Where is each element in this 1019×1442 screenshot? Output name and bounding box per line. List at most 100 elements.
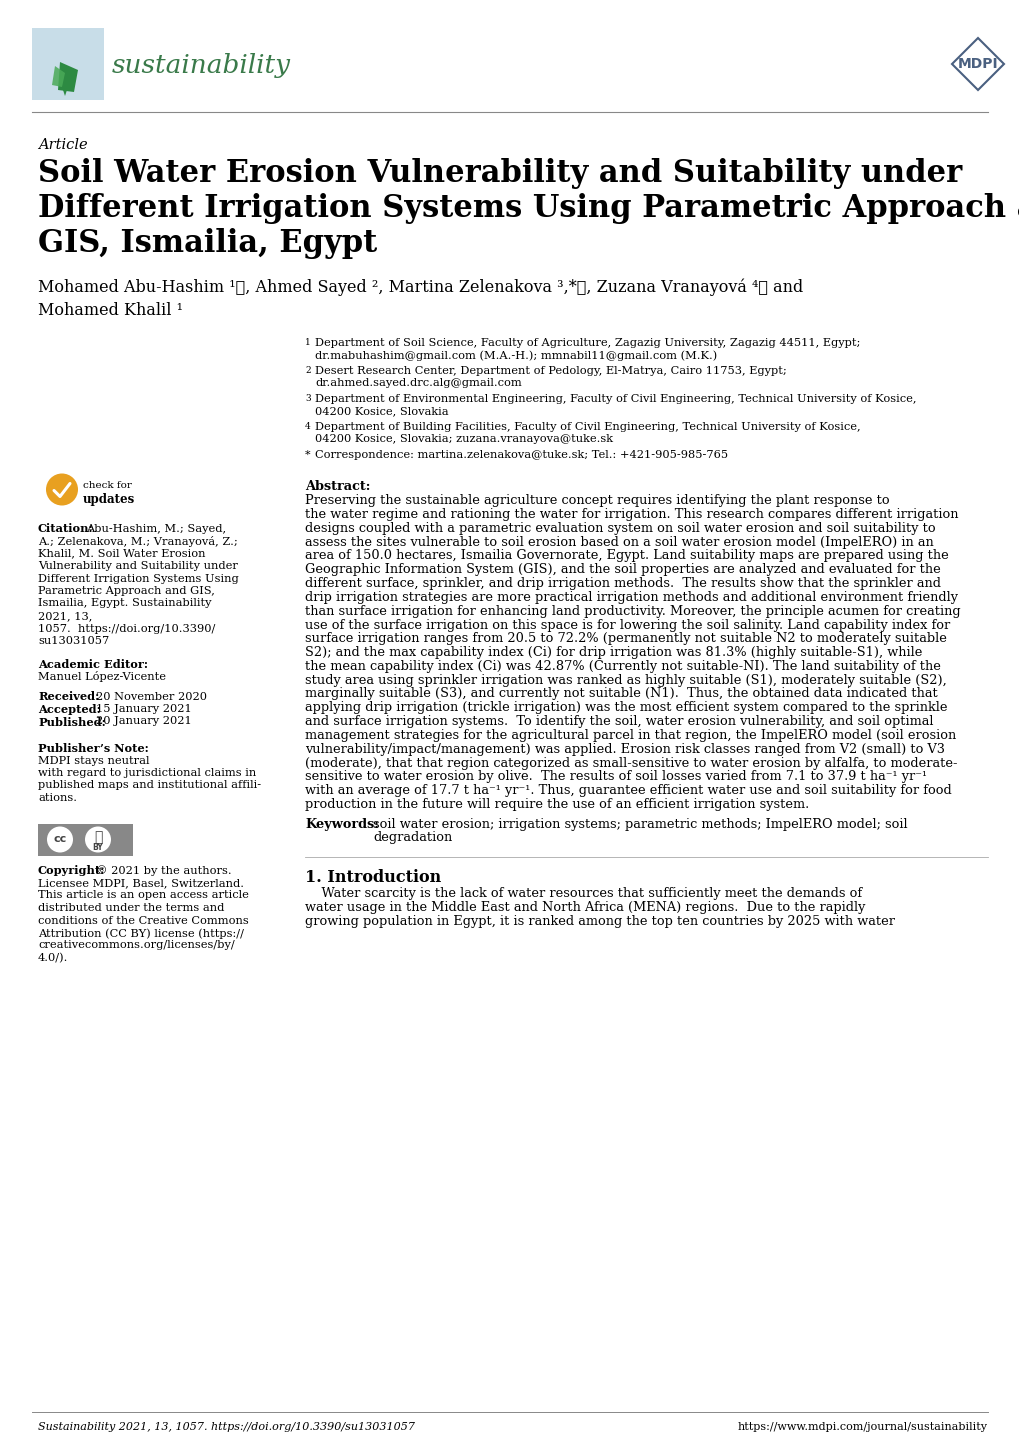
Text: dr.ahmed.sayed.drc.alg@gmail.com: dr.ahmed.sayed.drc.alg@gmail.com — [315, 378, 522, 388]
Text: © 2021 by the authors.: © 2021 by the authors. — [96, 865, 231, 877]
Text: Licensee MDPI, Basel, Switzerland.: Licensee MDPI, Basel, Switzerland. — [38, 878, 244, 888]
Polygon shape — [58, 62, 77, 92]
Text: Khalil, M. Soil Water Erosion: Khalil, M. Soil Water Erosion — [38, 548, 205, 558]
Text: sensitive to water erosion by olive.  The results of soil losses varied from 7.1: sensitive to water erosion by olive. The… — [305, 770, 926, 783]
Text: 2: 2 — [305, 366, 311, 375]
Text: production in the future will require the use of an efficient irrigation system.: production in the future will require th… — [305, 797, 808, 810]
Text: A.; Zelenakova, M.; Vranayová, Z.;: A.; Zelenakova, M.; Vranayová, Z.; — [38, 536, 237, 547]
Polygon shape — [63, 89, 67, 97]
Text: Desert Research Center, Department of Pedology, El-Matrya, Cairo 11753, Egypt;: Desert Research Center, Department of Pe… — [315, 366, 786, 376]
Text: 1057.  https://doi.org/10.3390/: 1057. https://doi.org/10.3390/ — [38, 623, 215, 633]
Text: than surface irrigation for enhancing land productivity. Moreover, the principle: than surface irrigation for enhancing la… — [305, 604, 960, 617]
Text: BY: BY — [93, 844, 103, 852]
Polygon shape — [52, 66, 65, 87]
Text: distributed under the terms and: distributed under the terms and — [38, 903, 224, 913]
Text: Department of Environmental Engineering, Faculty of Civil Engineering, Technical: Department of Environmental Engineering,… — [315, 394, 916, 404]
Text: ⓘ: ⓘ — [94, 831, 102, 845]
Text: S2); and the max capability index (Ci) for drip irrigation was 81.3% (highly sui: S2); and the max capability index (Ci) f… — [305, 646, 921, 659]
Text: drip irrigation strategies are more practical irrigation methods and additional : drip irrigation strategies are more prac… — [305, 591, 957, 604]
Text: surface irrigation ranges from 20.5 to 72.2% (permanently not suitable N2 to mod: surface irrigation ranges from 20.5 to 7… — [305, 632, 946, 646]
Text: 04200 Kosice, Slovakia: 04200 Kosice, Slovakia — [315, 407, 448, 417]
Text: different surface, sprinkler, and drip irrigation methods.  The results show tha: different surface, sprinkler, and drip i… — [305, 577, 941, 590]
Text: Different Irrigation Systems Using Parametric Approach and: Different Irrigation Systems Using Param… — [38, 193, 1019, 224]
Text: 2021, 13,: 2021, 13, — [38, 611, 93, 622]
Text: Academic Editor:: Academic Editor: — [38, 659, 148, 669]
Circle shape — [85, 826, 111, 852]
Circle shape — [47, 826, 73, 852]
Text: Abu-Hashim, M.; Sayed,: Abu-Hashim, M.; Sayed, — [86, 523, 226, 534]
Text: designs coupled with a parametric evaluation system on soil water erosion and so: designs coupled with a parametric evalua… — [305, 522, 934, 535]
Text: Ismailia, Egypt. Sustainability: Ismailia, Egypt. Sustainability — [38, 598, 211, 609]
Text: use of the surface irrigation on this space is for lowering the soil salinity. L: use of the surface irrigation on this sp… — [305, 619, 950, 632]
Text: updates: updates — [83, 493, 136, 506]
Text: 3: 3 — [305, 394, 311, 402]
Text: assess the sites vulnerable to soil erosion based on a soil water erosion model : assess the sites vulnerable to soil eros… — [305, 535, 932, 549]
Text: cc: cc — [53, 835, 66, 845]
Text: 1. Introduction: 1. Introduction — [305, 870, 441, 887]
Text: Sustainability 2021, 13, 1057. https://doi.org/10.3390/su13031057: Sustainability 2021, 13, 1057. https://d… — [38, 1422, 415, 1432]
Text: Attribution (CC BY) license (https://: Attribution (CC BY) license (https:// — [38, 929, 244, 939]
Text: 15 January 2021: 15 January 2021 — [96, 704, 192, 714]
Text: check for: check for — [83, 482, 131, 490]
Text: Citation:: Citation: — [38, 523, 94, 535]
Text: study area using sprinkler irrigation was ranked as highly suitable (S1), modera: study area using sprinkler irrigation wa… — [305, 673, 946, 686]
Text: vulnerability/impact/management) was applied. Erosion risk classes ranged from V: vulnerability/impact/management) was app… — [305, 743, 944, 756]
Text: with an average of 17.7 t ha⁻¹ yr⁻¹. Thus, guarantee efficient water use and soi: with an average of 17.7 t ha⁻¹ yr⁻¹. Thu… — [305, 784, 951, 797]
Text: Department of Building Facilities, Faculty of Civil Engineering, Technical Unive: Department of Building Facilities, Facul… — [315, 423, 860, 433]
Text: Copyright:: Copyright: — [38, 865, 105, 877]
Text: Published:: Published: — [38, 717, 106, 728]
Text: with regard to jurisdictional claims in: with regard to jurisdictional claims in — [38, 769, 256, 779]
Text: conditions of the Creative Commons: conditions of the Creative Commons — [38, 916, 249, 926]
Text: growing population in Egypt, it is ranked among the top ten countries by 2025 wi: growing population in Egypt, it is ranke… — [305, 914, 894, 927]
Text: the mean capability index (Ci) was 42.87% (Currently not suitable-NI). The land : the mean capability index (Ci) was 42.87… — [305, 660, 940, 673]
Text: Received:: Received: — [38, 692, 99, 702]
Text: and surface irrigation systems.  To identify the soil, water erosion vulnerabili: and surface irrigation systems. To ident… — [305, 715, 932, 728]
Text: Mohamed Abu-Hashim ¹ⓘ, Ahmed Sayed ², Martina Zelenakova ³,*ⓘ, Zuzana Vranayová : Mohamed Abu-Hashim ¹ⓘ, Ahmed Sayed ², Ma… — [38, 278, 803, 296]
Text: dr.mabuhashim@gmail.com (M.A.-H.); mmnabil11@gmail.com (M.K.): dr.mabuhashim@gmail.com (M.A.-H.); mmnab… — [315, 350, 716, 360]
Text: Abstract:: Abstract: — [305, 480, 370, 493]
Text: Vulnerability and Suitability under: Vulnerability and Suitability under — [38, 561, 237, 571]
Text: Mohamed Khalil ¹: Mohamed Khalil ¹ — [38, 301, 182, 319]
Text: marginally suitable (S3), and currently not suitable (N1).  Thus, the obtained d: marginally suitable (S3), and currently … — [305, 688, 936, 701]
Text: soil water erosion; irrigation systems; parametric methods; ImpelERO model; soil: soil water erosion; irrigation systems; … — [373, 818, 907, 831]
Text: Correspondence: martina.zelenakova@tuke.sk; Tel.: +421-905-985-765: Correspondence: martina.zelenakova@tuke.… — [315, 450, 728, 460]
Circle shape — [46, 473, 77, 506]
Text: ations.: ations. — [38, 793, 76, 803]
Text: Water scarcity is the lack of water resources that sufficiently meet the demands: Water scarcity is the lack of water reso… — [305, 887, 861, 900]
Text: degradation: degradation — [373, 832, 451, 845]
Text: the water regime and rationing the water for irrigation. This research compares : the water regime and rationing the water… — [305, 508, 958, 521]
Text: creativecommons.org/licenses/by/: creativecommons.org/licenses/by/ — [38, 940, 234, 950]
Text: Soil Water Erosion Vulnerability and Suitability under: Soil Water Erosion Vulnerability and Sui… — [38, 159, 961, 189]
Text: Geographic Information System (GIS), and the soil properties are analyzed and ev: Geographic Information System (GIS), and… — [305, 564, 940, 577]
Text: Publisher’s Note:: Publisher’s Note: — [38, 743, 149, 754]
Text: Manuel López-Vicente: Manuel López-Vicente — [38, 671, 166, 682]
Text: management strategies for the agricultural parcel in that region, the ImpelERO m: management strategies for the agricultur… — [305, 728, 956, 741]
Text: GIS, Ismailia, Egypt: GIS, Ismailia, Egypt — [38, 228, 377, 260]
Text: MDPI: MDPI — [957, 58, 998, 71]
Text: sustainability: sustainability — [112, 53, 290, 78]
Text: 4.0/).: 4.0/). — [38, 953, 68, 963]
Text: (moderate), that that region categorized as small-sensitive to water erosion by : (moderate), that that region categorized… — [305, 757, 957, 770]
FancyBboxPatch shape — [38, 823, 132, 855]
Text: Preserving the sustainable agriculture concept requires identifying the plant re: Preserving the sustainable agriculture c… — [305, 495, 889, 508]
Text: water usage in the Middle East and North Africa (MENA) regions.  Due to the rapi: water usage in the Middle East and North… — [305, 901, 864, 914]
Text: Department of Soil Science, Faculty of Agriculture, Zagazig University, Zagazig : Department of Soil Science, Faculty of A… — [315, 337, 860, 348]
Text: 1: 1 — [305, 337, 311, 348]
Text: area of 150.0 hectares, Ismailia Governorate, Egypt. Land suitability maps are p: area of 150.0 hectares, Ismailia Governo… — [305, 549, 948, 562]
Text: https://www.mdpi.com/journal/sustainability: https://www.mdpi.com/journal/sustainabil… — [738, 1422, 987, 1432]
Text: *: * — [305, 450, 311, 460]
Text: Keywords:: Keywords: — [305, 818, 379, 831]
Text: published maps and institutional affili-: published maps and institutional affili- — [38, 780, 261, 790]
Text: This article is an open access article: This article is an open access article — [38, 891, 249, 900]
FancyBboxPatch shape — [32, 27, 104, 99]
Text: su13031057: su13031057 — [38, 636, 109, 646]
Text: Different Irrigation Systems Using: Different Irrigation Systems Using — [38, 574, 238, 584]
Text: Accepted:: Accepted: — [38, 704, 101, 715]
Text: 20 January 2021: 20 January 2021 — [96, 717, 192, 727]
Text: MDPI stays neutral: MDPI stays neutral — [38, 756, 150, 766]
Text: 20 November 2020: 20 November 2020 — [96, 692, 207, 701]
Text: 4: 4 — [305, 423, 311, 431]
Text: Parametric Approach and GIS,: Parametric Approach and GIS, — [38, 585, 215, 596]
Text: Article: Article — [38, 138, 88, 151]
Text: 04200 Kosice, Slovakia; zuzana.vranayova@tuke.sk: 04200 Kosice, Slovakia; zuzana.vranayova… — [315, 434, 612, 444]
